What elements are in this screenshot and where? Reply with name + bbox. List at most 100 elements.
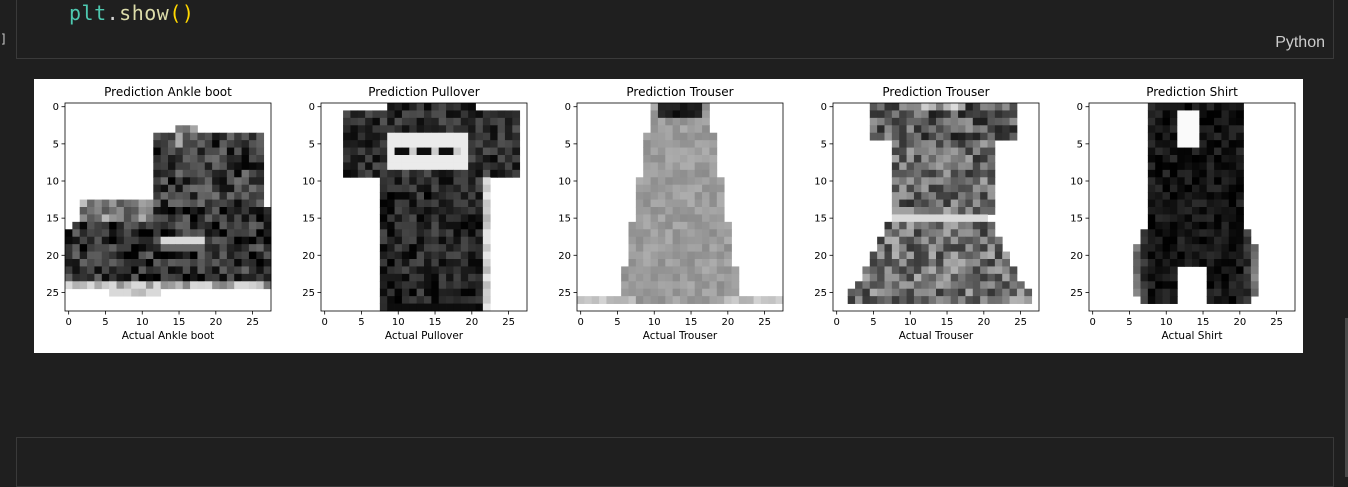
image-pixel [182,266,191,275]
image-pixel [490,169,498,178]
image-pixel [1214,288,1222,297]
image-pixel [1169,140,1178,148]
image-pixel [123,273,132,282]
image-pixel [357,162,366,171]
image-pixel [1162,125,1171,134]
image-pixel [928,273,937,282]
image-pixel [913,251,922,260]
image-pixel [994,259,1003,267]
image-pixel [482,117,491,126]
image-pixel [906,229,915,238]
image-pixel [190,140,198,148]
y-tick-label: 15 [814,214,827,225]
image-pixel [175,199,184,208]
image-pixel [453,184,462,193]
image-pixel [197,177,206,186]
image-pixel [372,169,381,178]
y-tick-label: 5 [565,139,571,150]
image-pixel [190,162,198,171]
image-pixel [79,259,88,267]
image-pixel [438,221,447,230]
image-pixel [906,177,915,186]
image-pixel [1228,140,1237,148]
image-pixel [248,281,257,290]
image-pixel [672,259,681,267]
image-pixel [906,162,915,171]
code-cell[interactable]: plt.show() Python [16,0,1334,59]
image-pixel [884,281,893,290]
image-pixel [891,214,900,223]
image-pixel [672,296,681,304]
image-pixel [672,169,681,178]
image-pixel [1133,266,1141,275]
image-pixel [1169,169,1178,178]
image-pixel [1155,162,1163,171]
y-tick-label: 25 [1070,288,1083,299]
image-pixel [869,117,878,126]
image-pixel [672,125,681,134]
image-pixel [884,244,893,252]
image-pixel [1002,110,1010,119]
image-pixel [175,184,184,193]
scrollbar-thumb[interactable] [1345,318,1348,477]
code-dot: . [106,1,120,25]
image-pixel [182,147,191,156]
image-pixel [1155,192,1163,200]
image-pixel [665,125,674,134]
image-pixel [936,125,944,134]
image-pixel [1228,110,1237,119]
image-pixel [1221,214,1230,223]
image-pixel [1214,214,1222,223]
image-pixel [913,281,922,290]
image-pixel [650,117,659,126]
image-pixel [438,296,447,304]
image-pixel [709,273,718,282]
image-pixel [724,229,732,238]
image-pixel [899,288,907,297]
image-pixel [497,110,506,119]
image-pixel [226,147,235,156]
image-pixel [1228,177,1237,186]
image-pixel [921,251,930,260]
image-pixel [168,221,176,230]
image-pixel [190,273,198,282]
image-pixel [965,259,974,267]
image-pixel [446,296,454,304]
image-pixel [891,169,900,178]
image-pixel [372,147,381,156]
image-pixel [972,169,981,178]
image-pixel [204,147,213,156]
image-pixel [1236,236,1244,245]
image-pixel [116,199,125,208]
image-pixel [680,281,688,290]
image-pixel [1024,288,1033,297]
image-pixel [424,184,432,193]
image-pixel [716,229,725,238]
image-pixel [913,184,922,193]
image-pixel [190,192,198,200]
image-pixel [980,110,988,119]
image-pixel [950,147,959,156]
image-pixel [204,132,213,141]
image-pixel [131,266,139,275]
image-pixel [350,155,359,163]
image-pixel [109,199,117,208]
next-code-cell[interactable] [16,437,1334,487]
image-pixel [468,207,476,215]
image-pixel [680,266,688,275]
image-pixel [972,259,981,267]
image-pixel [431,103,440,111]
image-pixel [1221,177,1230,186]
image-pixel [687,244,696,252]
y-tick-label: 0 [1077,102,1083,113]
image-pixel [928,192,937,200]
image-pixel [855,281,863,290]
image-pixel [1236,199,1244,208]
image-pixel [899,192,907,200]
image-pixel [1009,103,1018,111]
language-selector[interactable]: Python [1275,34,1325,51]
image-pixel [212,236,220,245]
image-pixel [256,132,265,141]
image-pixel [204,221,213,230]
image-pixel [1140,296,1149,304]
